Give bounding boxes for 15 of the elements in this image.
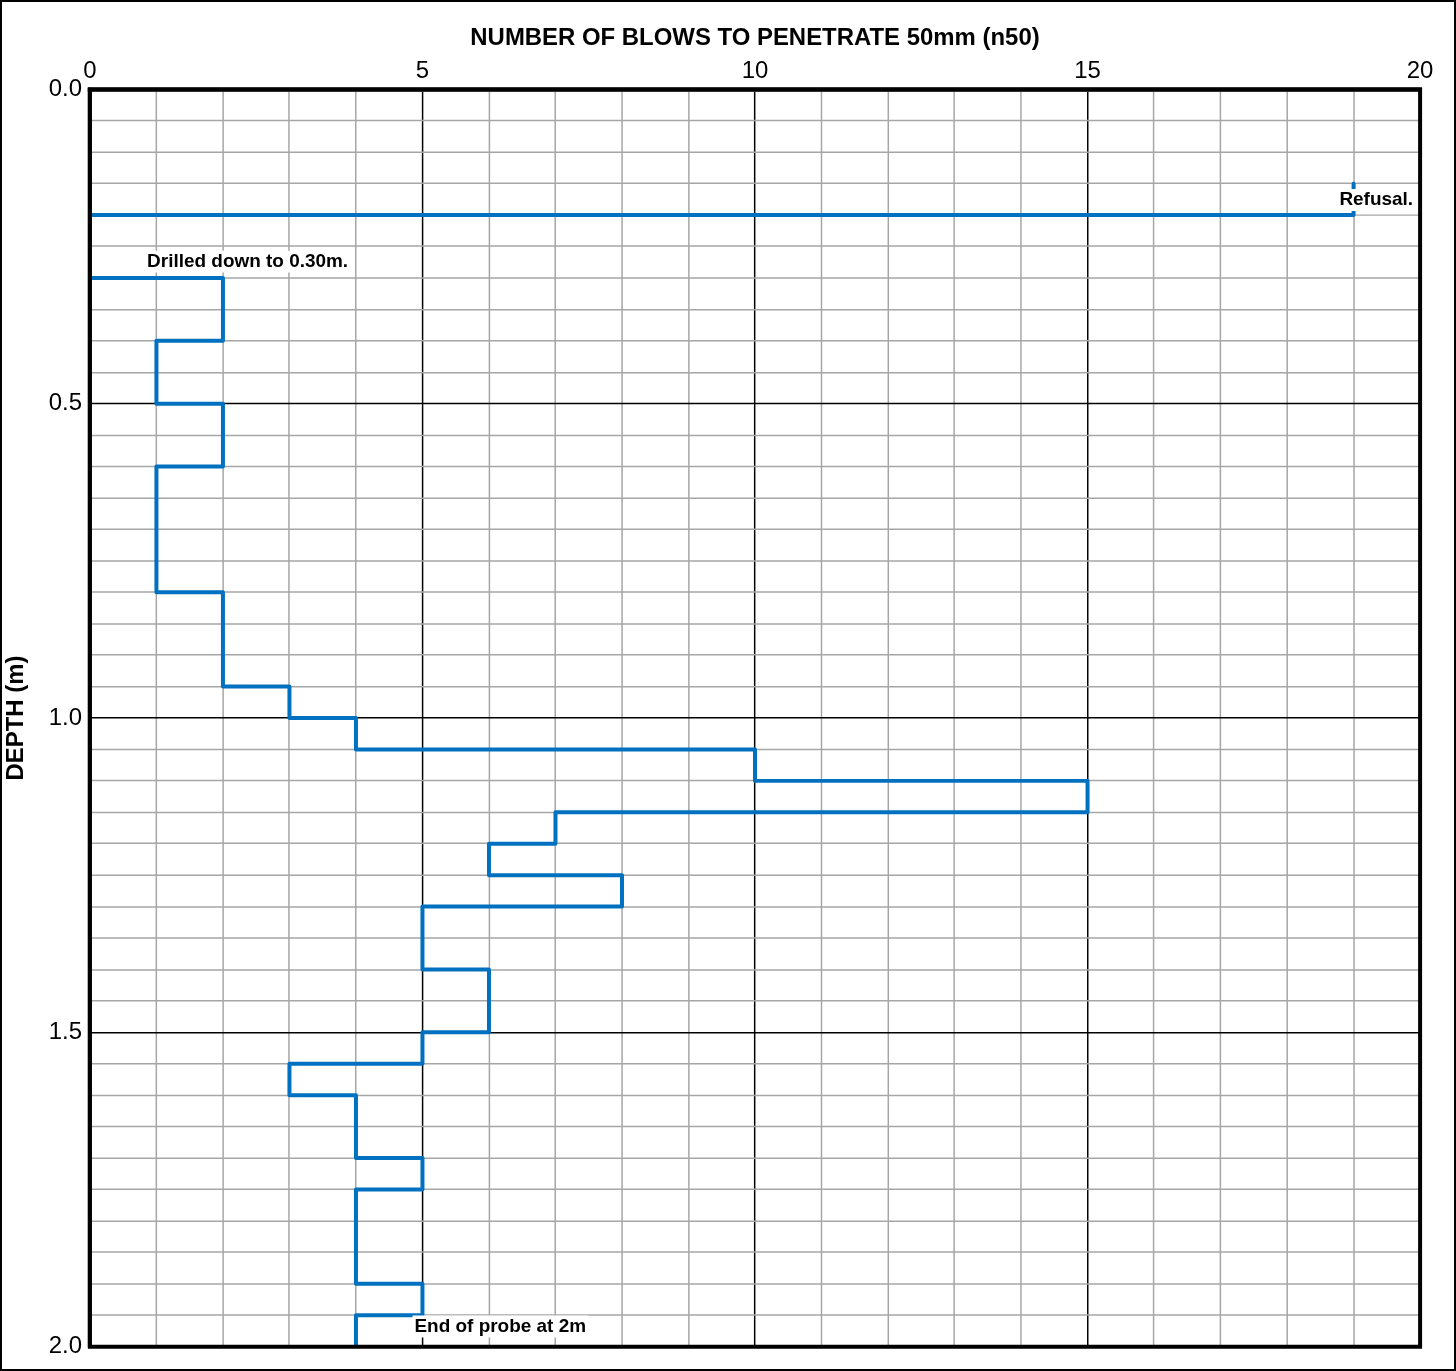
- annotation: Refusal.: [1339, 188, 1414, 210]
- annotation: End of probe at 2m: [414, 1314, 587, 1336]
- y-tick-label: 2.0: [48, 1331, 82, 1359]
- x-tick-label: 20: [1406, 55, 1434, 83]
- y-tick-label: 1.5: [48, 1016, 82, 1044]
- x-tick-label: 0: [83, 55, 97, 83]
- y-tick-label: 1.0: [48, 702, 82, 730]
- annotation: Drilled down to 0.30m.: [147, 249, 349, 271]
- y-axis-title: DEPTH (m): [0, 655, 28, 781]
- x-tick-label: 10: [741, 55, 769, 83]
- y-tick-label: 0.5: [48, 388, 82, 416]
- y-tick-label: 0.0: [48, 73, 82, 101]
- x-tick-label: 15: [1074, 55, 1101, 83]
- x-axis-title: NUMBER OF BLOWS TO PENETRATE 50mm (n50): [470, 22, 1040, 50]
- x-tick-label: 5: [415, 55, 430, 83]
